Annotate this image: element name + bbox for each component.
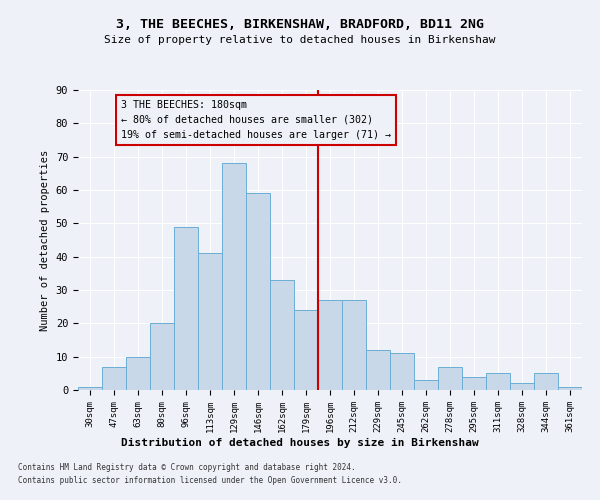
Bar [78,386,102,390]
Bar [438,366,462,390]
Text: 3 THE BEECHES: 180sqm
← 80% of detached houses are smaller (302)
19% of semi-det: 3 THE BEECHES: 180sqm ← 80% of detached … [121,100,391,140]
Bar [342,300,366,390]
Bar [366,350,390,390]
Bar [534,374,558,390]
Y-axis label: Number of detached properties: Number of detached properties [40,150,50,330]
Bar [102,366,126,390]
Bar [294,310,318,390]
Bar [510,384,534,390]
Bar [198,254,222,390]
Bar [558,386,582,390]
Bar [174,226,198,390]
Bar [222,164,246,390]
Bar [414,380,438,390]
Text: Size of property relative to detached houses in Birkenshaw: Size of property relative to detached ho… [104,35,496,45]
Bar [390,354,414,390]
Text: Distribution of detached houses by size in Birkenshaw: Distribution of detached houses by size … [121,438,479,448]
Text: Contains HM Land Registry data © Crown copyright and database right 2024.: Contains HM Land Registry data © Crown c… [18,464,356,472]
Bar [318,300,342,390]
Bar [462,376,486,390]
Bar [126,356,150,390]
Bar [150,324,174,390]
Bar [246,194,270,390]
Text: 3, THE BEECHES, BIRKENSHAW, BRADFORD, BD11 2NG: 3, THE BEECHES, BIRKENSHAW, BRADFORD, BD… [116,18,484,30]
Bar [486,374,510,390]
Text: Contains public sector information licensed under the Open Government Licence v3: Contains public sector information licen… [18,476,402,485]
Bar [270,280,294,390]
